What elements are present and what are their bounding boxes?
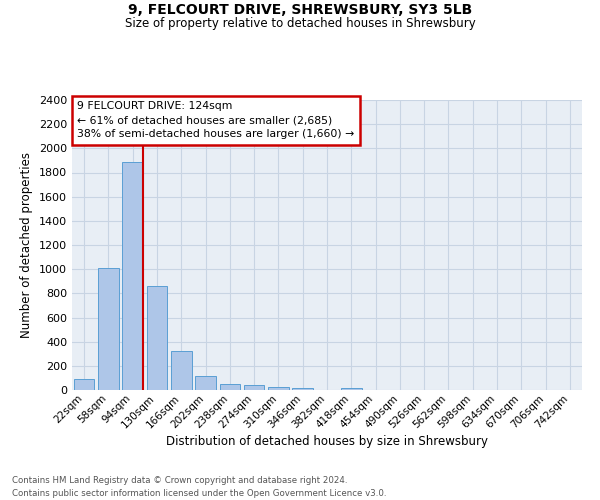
Bar [122,162,143,390]
Bar [268,386,289,390]
Bar [220,384,240,390]
Bar [244,385,265,390]
Bar [74,379,94,390]
Bar [341,388,362,390]
Bar [292,388,313,390]
Text: Size of property relative to detached houses in Shrewsbury: Size of property relative to detached ho… [125,18,475,30]
Bar [171,352,191,390]
Bar [146,286,167,390]
Text: Contains HM Land Registry data © Crown copyright and database right 2024.
Contai: Contains HM Land Registry data © Crown c… [12,476,386,498]
Text: Distribution of detached houses by size in Shrewsbury: Distribution of detached houses by size … [166,435,488,448]
Y-axis label: Number of detached properties: Number of detached properties [20,152,34,338]
Bar [98,268,119,390]
Bar [195,376,216,390]
Text: 9 FELCOURT DRIVE: 124sqm
← 61% of detached houses are smaller (2,685)
38% of sem: 9 FELCOURT DRIVE: 124sqm ← 61% of detach… [77,102,355,140]
Text: 9, FELCOURT DRIVE, SHREWSBURY, SY3 5LB: 9, FELCOURT DRIVE, SHREWSBURY, SY3 5LB [128,2,472,16]
